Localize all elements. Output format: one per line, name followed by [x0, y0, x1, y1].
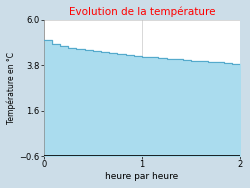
Y-axis label: Température en °C: Température en °C [7, 52, 16, 124]
Title: Evolution de la température: Evolution de la température [69, 7, 215, 17]
X-axis label: heure par heure: heure par heure [106, 172, 179, 181]
